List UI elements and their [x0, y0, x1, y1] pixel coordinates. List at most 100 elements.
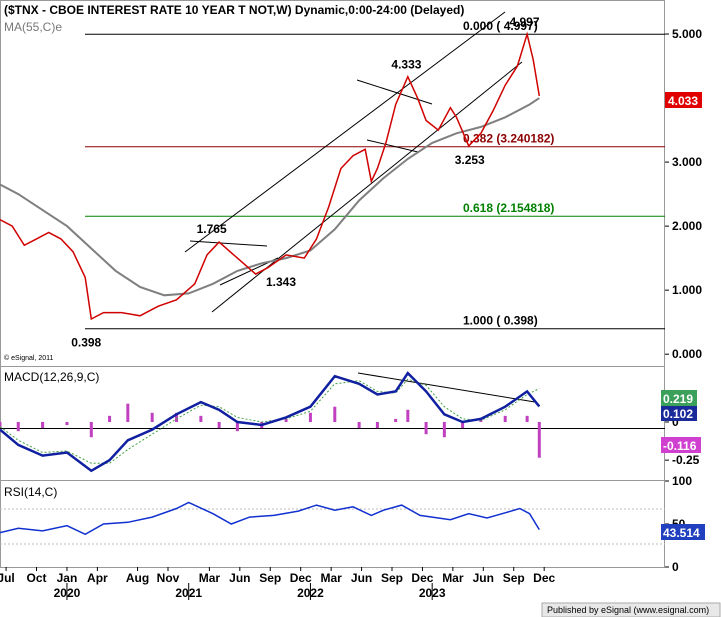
last-price-box [665, 92, 702, 108]
x-tick-label: Mar [199, 571, 221, 585]
histogram-bar [406, 409, 410, 422]
y-tick-label: 1.000 [672, 283, 702, 297]
rsi-box [661, 524, 705, 540]
histogram-bar [0, 421, 2, 429]
rsi-title: RSI(14,C) [4, 485, 57, 499]
histogram-bar [41, 421, 45, 429]
value-boxes: 4.033 0.219 0.102 -0.116 43.514 [661, 92, 705, 540]
year-label: 2022 [297, 586, 324, 600]
histogram-bar [199, 415, 203, 422]
x-tick-label: Jun [351, 571, 372, 585]
price-annotation: 3.253 [455, 153, 485, 167]
x-tick-label: Mar [320, 571, 342, 585]
price-annotation: 0.398 [71, 336, 101, 350]
price-line [0, 31, 541, 321]
x-tick-label: Sep [381, 571, 403, 585]
chart-title: ($TNX - CBOE INTEREST RATE 10 YEAR T NOT… [4, 3, 464, 17]
y-tick-label: 0 [672, 415, 679, 429]
price-annotation: 4.997 [509, 15, 539, 29]
y-tick-label: 2.000 [672, 219, 702, 233]
copyright: © eSignal, 2011 [4, 354, 54, 362]
y-tick-label: 5.000 [672, 27, 702, 41]
ma-label: MA(55,C)e [4, 20, 62, 34]
histogram-bar [284, 418, 288, 422]
histogram-bar [394, 418, 398, 422]
year-label: 2020 [54, 586, 81, 600]
year-label: 2021 [175, 586, 202, 600]
footer-box [541, 602, 721, 617]
rsi-line [0, 501, 540, 536]
histogram-bar [375, 421, 379, 429]
price-annotation: 1.765 [197, 222, 227, 236]
signal-box [661, 390, 697, 406]
histogram-bar [16, 421, 20, 432]
y-tick-label: -0.25 [672, 453, 700, 467]
fib-label: 1.000 ( 0.398) [463, 314, 538, 328]
histogram-bar [108, 415, 112, 422]
y-tick-label: 0 [672, 560, 679, 574]
histogram-bar [150, 412, 154, 422]
fib-label: 0.382 (3.240182) [463, 132, 554, 146]
macd-box [661, 406, 697, 421]
histogram-bar [424, 421, 428, 435]
signal-value: 0.219 [663, 392, 693, 406]
x-tick-label: Jan [57, 571, 78, 585]
macd-line [0, 371, 541, 473]
x-tick-label: Oct [27, 571, 47, 585]
histogram-bar [126, 403, 130, 422]
channel-upper-line [184, 11, 506, 253]
rsi-value: 43.514 [663, 526, 700, 540]
histogram-bar [308, 412, 312, 422]
y-tick-label: 0.000 [672, 347, 702, 361]
macd-title: MACD(12,26,9,C) [4, 370, 99, 384]
signal-line [0, 378, 540, 464]
price-annotation: 1.343 [266, 275, 296, 289]
triangle-upper-line [189, 240, 268, 247]
macd-histogram [0, 403, 541, 458]
histogram-bar [333, 406, 337, 422]
fib-label: 0.618 (2.154818) [463, 201, 554, 215]
flag-upper-line [356, 79, 433, 105]
histogram-bar [503, 415, 507, 422]
x-tick-label: Jun [473, 571, 494, 585]
last-price-value: 4.033 [668, 94, 698, 108]
flag-lower-line [366, 139, 419, 153]
macd-value: 0.102 [663, 407, 693, 421]
ma55-line [0, 97, 540, 297]
year-label: 2023 [419, 586, 446, 600]
histogram-bar [175, 412, 179, 422]
x-tick-label: Aug [126, 571, 149, 585]
x-tick-label: Dec [533, 571, 555, 585]
histogram-bar [442, 421, 446, 438]
fibonacci-levels: 0.000 ( 4.997)0.382 (3.240182)0.618 (2.1… [85, 19, 665, 330]
histogram-bar [235, 421, 239, 432]
x-tick-label: Mar [442, 571, 464, 585]
x-axis-ticks: Jul Oct Jan Apr Aug Nov Mar Jun Sep Dec Mar Jun Sep D… [0, 567, 556, 600]
x-tick-label: Dec [290, 571, 312, 585]
annotations: 4.997 4.333 1.765 1.343 3.253 0.398 [71, 15, 540, 349]
histogram-bar [65, 421, 69, 426]
x-tick-label: Dec [411, 571, 433, 585]
footer-text: Published by eSignal (www.esignal.com) [547, 605, 709, 615]
histogram-bar [217, 421, 221, 429]
series-lines [0, 31, 541, 536]
x-tick-label: Apr [87, 571, 108, 585]
histogram-bar [357, 421, 361, 429]
macd-divergence-line [357, 372, 536, 403]
x-tick-label: Sep [259, 571, 281, 585]
histogram-bar [525, 415, 529, 422]
price-annotation: 4.333 [391, 58, 421, 72]
histogram-bar [537, 421, 541, 458]
histogram-bar [461, 421, 465, 429]
x-tick-label: Nov [157, 571, 180, 585]
y-tick-label: 100 [672, 474, 692, 488]
histogram-value: -0.116 [663, 439, 697, 453]
x-tick-label: Jun [229, 571, 250, 585]
histogram-box [661, 437, 701, 453]
y-tick-label: 3.000 [672, 155, 702, 169]
x-tick-label: Jul [0, 571, 15, 585]
x-tick-label: Sep [503, 571, 525, 585]
histogram-bar [89, 421, 93, 438]
